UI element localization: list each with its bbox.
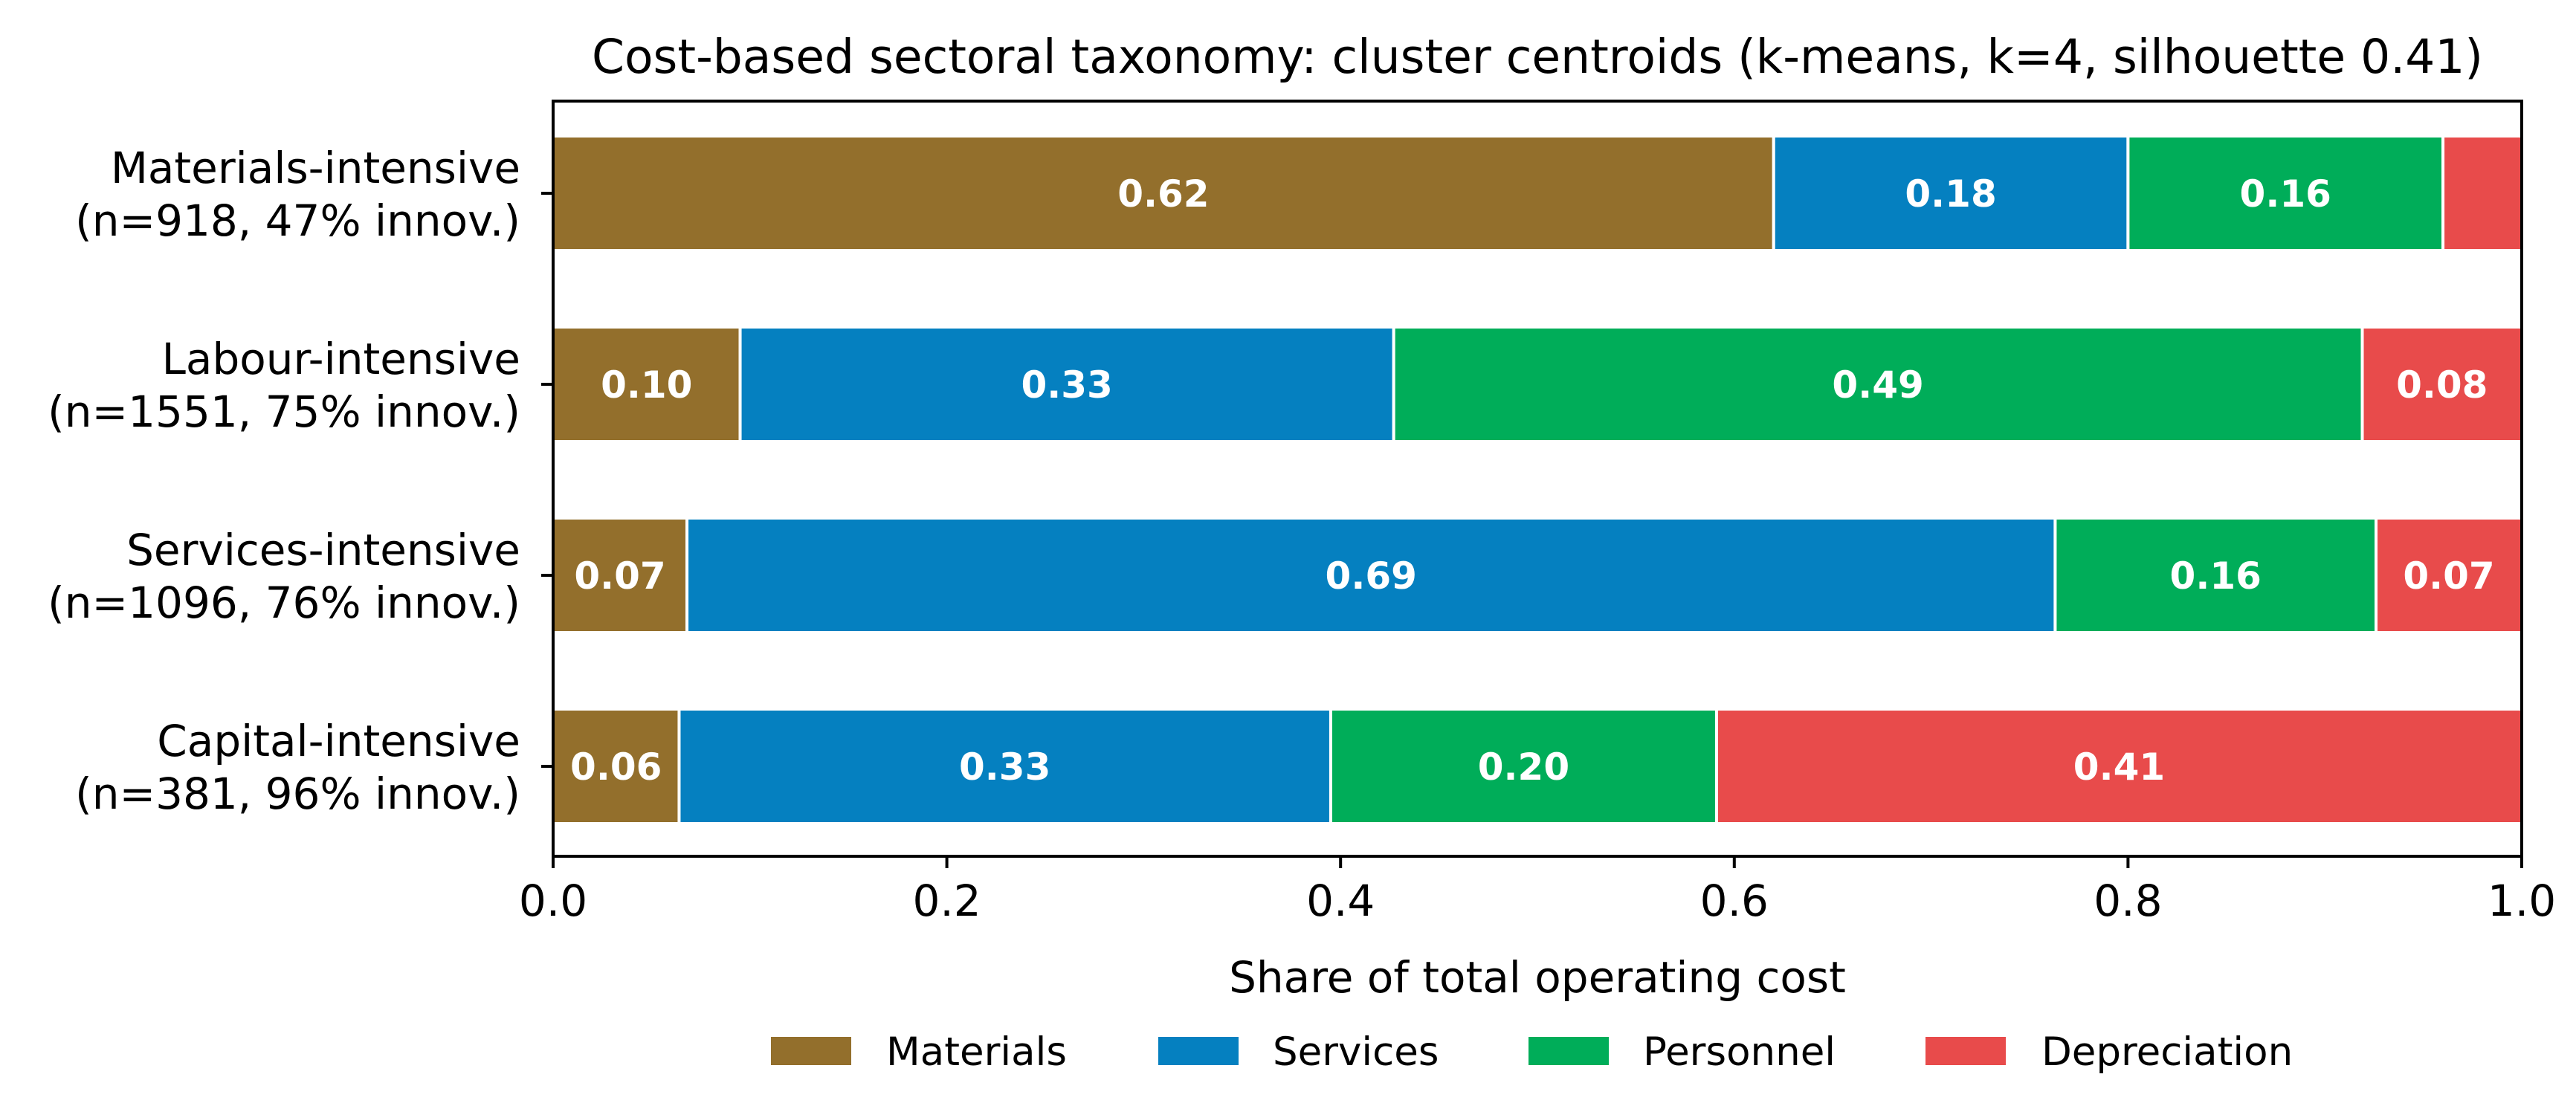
- bar-value-label: 0.16: [2240, 172, 2331, 216]
- bar-value-label: 0.41: [2073, 746, 2165, 789]
- bar-value-label: 0.18: [1905, 172, 1996, 216]
- legend-label-depreciation: Depreciation: [2041, 1029, 2293, 1075]
- x-tick-label: 0.6: [1700, 876, 1769, 926]
- category-name-label: Services-intensive: [126, 525, 520, 575]
- legend-label-personnel: Personnel: [1643, 1029, 1836, 1075]
- bar-personnel-row-3: [1329, 708, 1718, 825]
- bar-services-row-1: [738, 326, 1395, 443]
- bar-value-label: 0.33: [959, 746, 1050, 789]
- bar-value-label: 0.07: [574, 554, 665, 598]
- category-name-label: Labour-intensive: [162, 334, 520, 384]
- category-name-label: Materials-intensive: [111, 143, 520, 193]
- bar-value-label: 0.10: [601, 363, 692, 407]
- legend-label-services: Services: [1273, 1029, 1439, 1075]
- bar-value-label: 0.49: [1832, 363, 1923, 407]
- category-detail-label: (n=1551, 75% innov.): [48, 387, 520, 437]
- category-detail-label: (n=918, 47% innov.): [75, 195, 520, 246]
- bar-services-row-2: [685, 517, 2057, 634]
- x-tick-label: 0.8: [2094, 876, 2162, 926]
- legend: Materials Services Personnel Depreciation: [771, 1029, 2293, 1075]
- legend-swatch-depreciation: [1925, 1037, 2006, 1065]
- x-axis: 0.0 0.2 0.4 0.6 0.8 1.0: [519, 856, 2556, 926]
- x-tick-label: 0.0: [519, 876, 587, 926]
- bar-value-label: 0.20: [1478, 746, 1569, 789]
- category-name-label: Capital-intensive: [157, 716, 520, 766]
- bar-materials-row-3: [552, 708, 681, 825]
- bar-value-label: 0.33: [1021, 363, 1112, 407]
- legend-swatch-services: [1158, 1037, 1239, 1065]
- legend-label-materials: Materials: [886, 1029, 1067, 1075]
- bar-value-label: 0.06: [570, 746, 662, 789]
- x-tick-label: 0.4: [1306, 876, 1375, 926]
- bar-services-row-0: [1772, 135, 2130, 252]
- bar-value-label: 0.16: [2170, 554, 2262, 598]
- x-tick-label: 0.2: [912, 876, 981, 926]
- plot-frame: [552, 100, 2523, 858]
- bar-depreciation-row-1: [2360, 326, 2523, 443]
- bar-depreciation-row-0: [2441, 135, 2524, 252]
- bar-personnel-row-1: [1392, 326, 2364, 443]
- bar-materials-row-0: [552, 135, 1775, 252]
- category-detail-label: (n=1096, 76% innov.): [48, 578, 520, 628]
- category-labels: Materials-intensive(n=918, 47% innov.) La…: [48, 143, 553, 819]
- bar-personnel-row-2: [2053, 517, 2378, 634]
- bars-layer: 0.62 0.18 0.16 0.10 0.33 0.49 0.08 0.07 0.69 0.16…: [552, 135, 2524, 825]
- bar-value-label: 0.07: [2403, 554, 2494, 598]
- bar-value-label: 0.08: [2396, 363, 2488, 407]
- legend-swatch-personnel: [1529, 1037, 1609, 1065]
- x-axis-label: Share of total operating cost: [1229, 952, 1846, 1003]
- x-tick-label: 1.0: [2488, 876, 2556, 926]
- category-detail-label: (n=381, 96% innov.): [75, 769, 520, 819]
- bar-services-row-3: [677, 708, 1332, 825]
- bar-value-label: 0.69: [1326, 554, 1417, 598]
- legend-swatch-materials: [771, 1037, 851, 1065]
- bar-personnel-row-0: [2126, 135, 2445, 252]
- chart-title: Cost-based sectoral taxonomy: cluster ce…: [592, 30, 2483, 84]
- bar-value-label: 0.62: [1117, 172, 1209, 216]
